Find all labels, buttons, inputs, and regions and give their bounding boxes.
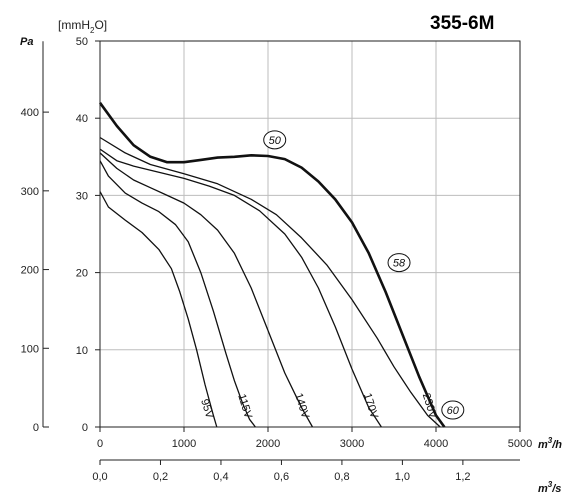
grid-lines — [100, 41, 520, 427]
annotation-label: 50 — [269, 135, 282, 147]
y-pa-tick-label: 200 — [21, 265, 39, 277]
x2-tick-label: 0,2 — [153, 471, 168, 483]
curve-label: 95V — [198, 398, 215, 421]
x2-tick-label: 0,4 — [213, 471, 228, 483]
chart-title: 355-6M — [430, 13, 494, 34]
x-tick-label: 3000 — [340, 438, 364, 450]
y-pa-tick-label: 100 — [21, 343, 39, 355]
curve-140V — [99, 152, 314, 428]
annotation-label: 60 — [447, 405, 460, 417]
curve-max — [98, 102, 446, 428]
curve-170V — [99, 148, 382, 428]
x-tick-label: 1000 — [172, 438, 196, 450]
x-tick-label: 4000 — [424, 438, 448, 450]
y-axis-mmh2o-label: [mmH2O] — [58, 18, 107, 35]
x-tick-label: 0 — [97, 438, 103, 450]
y-mm-tick-label: 20 — [76, 268, 88, 280]
annotation-circle — [387, 253, 411, 273]
x2-tick-label: 1,2 — [455, 471, 470, 483]
annotation-circle — [441, 400, 465, 420]
x2-tick-label: 0,0 — [92, 471, 107, 483]
y-mm-tick-label: 10 — [76, 345, 88, 357]
curve-label: 115V — [235, 393, 254, 421]
plot-frame — [99, 40, 521, 428]
x2-tick-label: 0,6 — [274, 471, 289, 483]
curve-95V — [99, 191, 218, 428]
y-mm-tick-label: 30 — [76, 190, 88, 202]
curve-115V — [99, 160, 256, 428]
y-pa-tick-label: 0 — [33, 422, 39, 434]
y-pa-tick-label: 300 — [21, 186, 39, 198]
curve-label: 140V — [292, 392, 311, 421]
x-tick-label: 5000 — [508, 438, 532, 450]
x2-tick-label: 1,0 — [395, 471, 410, 483]
tick-labels: 0 1000 2000 3000 4000 5000 0 10 20 30 40 50 0 100 200 3… — [21, 36, 533, 483]
y-axis-pa-label: Pa — [20, 36, 33, 48]
x-axis-secondary-label: m3/s — [538, 480, 561, 495]
y-mm-tick-label: 40 — [76, 113, 88, 125]
y-mm-tick-label: 50 — [76, 36, 88, 48]
axes — [42, 40, 521, 465]
annotation-circle — [263, 130, 287, 150]
x-axis-primary-label: m3/h — [538, 436, 562, 451]
y-pa-tick-label: 400 — [21, 107, 39, 119]
curve-230V — [99, 136, 441, 428]
annotation-label: 58 — [393, 258, 406, 270]
x2-tick-label: 0,8 — [334, 471, 349, 483]
y-mm-tick-label: 0 — [82, 422, 88, 434]
x-tick-label: 2000 — [256, 438, 280, 450]
curve-label: 170V — [361, 392, 380, 421]
